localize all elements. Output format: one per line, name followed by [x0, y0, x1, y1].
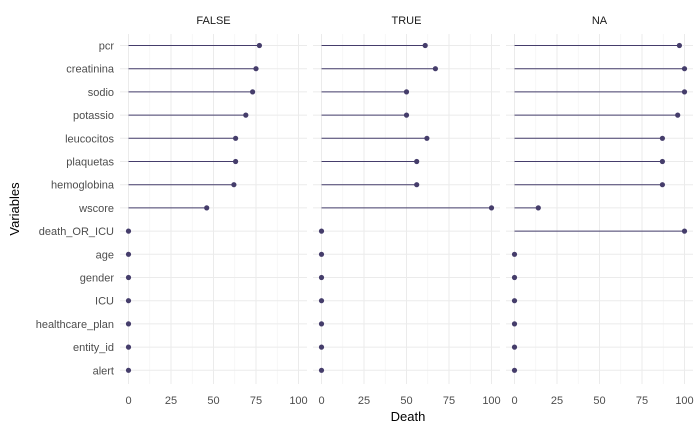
y-tick-label-alert: alert: [93, 365, 114, 377]
point-alert: [125, 367, 132, 373]
point-sodio: [681, 89, 688, 95]
point-ICU: [318, 298, 325, 304]
point-gender: [318, 274, 325, 281]
x-axis-title: Death: [391, 409, 426, 424]
facet-label-true: TRUE: [392, 15, 422, 27]
point-hemoglobina: [414, 182, 420, 188]
facet-panels: FALSE 0 25 50 75 100 TRUE 0 25 50 75 100 NA 0 25 50 75 10…: [120, 15, 694, 407]
x-tick-label: 0: [318, 395, 324, 407]
point-hemoglobina: [231, 182, 237, 188]
point-sodio: [403, 89, 410, 95]
y-tick-label-ICU: ICU: [95, 296, 114, 308]
x-tick-label: 50: [207, 395, 219, 407]
x-tick-label: 75: [250, 395, 262, 407]
point-plaquetas: [414, 158, 420, 165]
y-tick-label-potassio: potassio: [73, 110, 114, 122]
point-gender: [511, 274, 518, 281]
point-leucocitos: [424, 135, 430, 141]
x-tick-label: 75: [636, 395, 648, 407]
point-creatinina: [681, 66, 688, 72]
y-tick-label-creatinina: creatinina: [66, 64, 115, 76]
x-tick-label: 0: [511, 395, 517, 407]
point-healthcare_plan: [511, 321, 518, 327]
x-tick-label: 100: [289, 395, 307, 407]
facet-label-false: FALSE: [196, 15, 230, 27]
point-death_OR_ICU: [125, 228, 132, 234]
point-alert: [511, 367, 518, 373]
point-death_OR_ICU: [681, 228, 688, 234]
point-plaquetas: [659, 158, 666, 165]
point-entity_id: [125, 344, 132, 350]
point-potassio: [675, 112, 681, 118]
point-entity_id: [318, 344, 325, 350]
point-leucocitos: [233, 135, 239, 141]
x-tick-label: 0: [125, 395, 131, 407]
x-tick-label: 25: [165, 395, 177, 407]
y-tick-labels: pcr creatinina sodio potassio leucocitos plaq…: [36, 41, 115, 378]
point-alert: [318, 367, 325, 373]
y-tick-label-hemoglobina: hemoglobina: [51, 180, 115, 192]
x-tick-label: 50: [400, 395, 412, 407]
y-axis-title: Variables: [7, 182, 22, 236]
point-death_OR_ICU: [318, 228, 325, 234]
point-age: [511, 251, 518, 257]
point-ICU: [511, 298, 518, 304]
point-hemoglobina: [659, 182, 666, 188]
point-age: [125, 251, 132, 257]
facet-label-na: NA: [592, 15, 608, 27]
y-tick-label-pcr: pcr: [99, 41, 115, 53]
point-wscore: [535, 205, 541, 211]
point-pcr: [256, 42, 262, 49]
x-tick-label: 25: [551, 395, 563, 407]
y-tick-label-death_OR_ICU: death_OR_ICU: [39, 226, 114, 238]
panel-false: FALSE 0 25 50 75 100: [120, 15, 308, 407]
point-potassio: [403, 112, 410, 118]
point-pcr: [676, 42, 683, 49]
y-tick-label-wscore: wscore: [78, 203, 114, 215]
y-tick-label-gender: gender: [80, 273, 115, 285]
x-tick-label: 75: [443, 395, 455, 407]
point-age: [318, 251, 325, 257]
panel-true: TRUE 0 25 50 75 100: [313, 15, 501, 407]
point-pcr: [422, 42, 428, 49]
y-tick-label-healthcare_plan: healthcare_plan: [36, 319, 114, 331]
y-tick-label-age: age: [96, 249, 114, 261]
point-ICU: [125, 298, 132, 304]
point-wscore: [204, 205, 210, 211]
y-tick-label-plaquetas: plaquetas: [66, 157, 114, 169]
point-sodio: [250, 89, 256, 95]
point-plaquetas: [233, 158, 239, 165]
point-creatinina: [432, 66, 438, 72]
point-healthcare_plan: [125, 321, 132, 327]
point-gender: [125, 274, 132, 281]
y-tick-label-entity_id: entity_id: [73, 342, 114, 354]
panel-na: NA 0 25 50 75 100: [506, 15, 694, 407]
x-tick-label: 25: [358, 395, 370, 407]
point-leucocitos: [659, 135, 666, 141]
point-entity_id: [511, 344, 518, 350]
x-tick-label: 100: [675, 395, 693, 407]
x-tick-label: 50: [593, 395, 605, 407]
y-tick-label-leucocitos: leucocitos: [65, 133, 114, 145]
point-healthcare_plan: [318, 321, 325, 327]
point-potassio: [243, 112, 249, 118]
y-tick-label-sodio: sodio: [88, 87, 114, 99]
x-tick-label: 100: [482, 395, 500, 407]
point-wscore: [488, 205, 495, 211]
point-creatinina: [253, 66, 259, 72]
